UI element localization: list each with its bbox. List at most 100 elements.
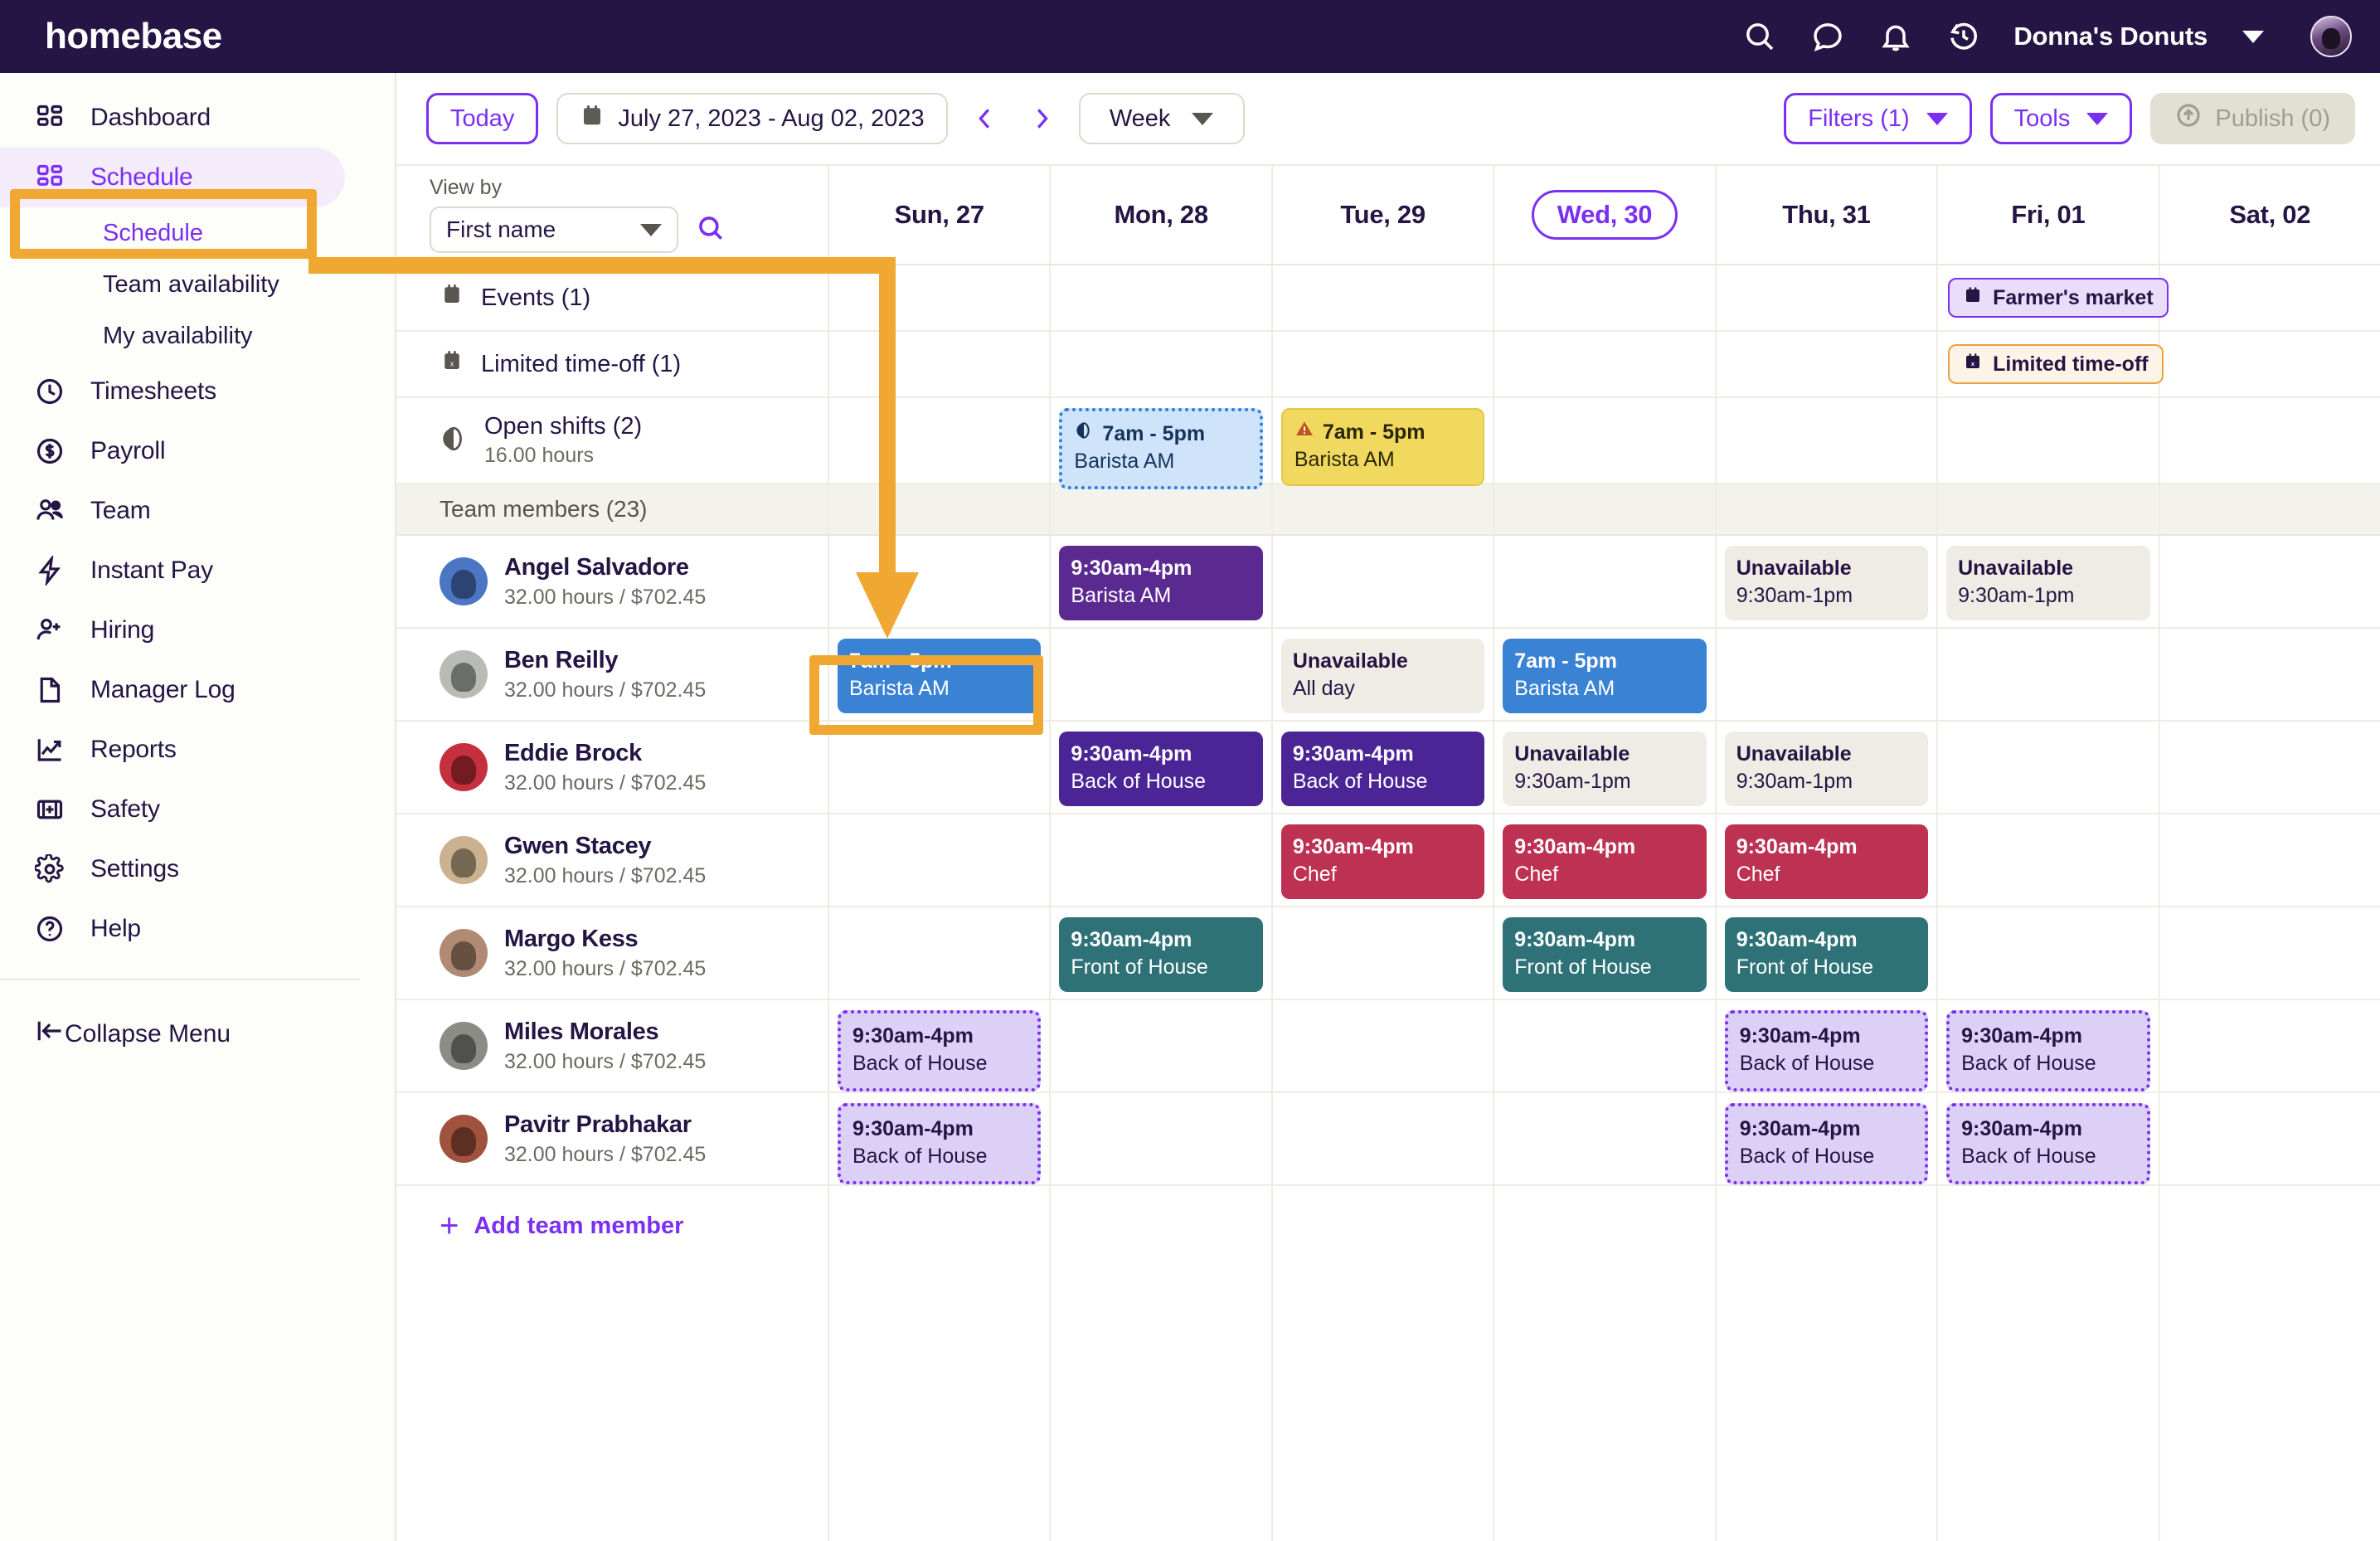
view-mode-select[interactable]: Week	[1078, 93, 1245, 144]
shift-block[interactable]: Unavailable 9:30am-1pm	[1503, 732, 1707, 806]
add-team-member-button[interactable]: + Add team member	[396, 1186, 828, 1266]
shift-cell[interactable]: 9:30am-4pm Front of House	[1717, 907, 1939, 999]
open-shift-cell[interactable]	[1938, 398, 2160, 483]
shift-cell[interactable]: 7am - 5pm Barista AM	[829, 629, 1052, 720]
shift-cell[interactable]	[2160, 1093, 2380, 1184]
shift-block[interactable]: 9:30am-4pm Back of House	[1059, 732, 1263, 806]
lto-cell[interactable]	[1494, 332, 1717, 396]
open-shift-cell[interactable]: 7am - 5pm Barista AM	[1273, 398, 1495, 486]
shift-cell[interactable]	[829, 907, 1052, 999]
search-input[interactable]	[697, 214, 725, 246]
shift-block[interactable]: 9:30am-4pm Back of House	[1724, 1010, 1929, 1091]
member-info-cell[interactable]: Angel Salvadore 32.00 hours / $702.45	[396, 536, 829, 627]
avatar[interactable]	[440, 836, 488, 884]
open-shift-cell[interactable]	[1717, 398, 1939, 483]
shift-cell[interactable]	[1938, 722, 2160, 813]
shift-cell[interactable]: 9:30am-4pm Chef	[1273, 814, 1495, 906]
shift-block[interactable]: 9:30am-4pm Back of House	[1280, 732, 1485, 806]
sidebar-item-payroll[interactable]: Payroll	[0, 421, 395, 481]
shift-cell[interactable]: 9:30am-4pm Back of House	[1938, 1093, 2160, 1184]
collapse-menu-button[interactable]: Collapse Menu	[0, 1002, 395, 1067]
shift-cell[interactable]: 9:30am-4pm Chef	[1494, 814, 1717, 906]
day-header-thu[interactable]: Thu, 31	[1717, 166, 1939, 264]
events-cell[interactable]	[1273, 265, 1495, 330]
business-name[interactable]: Donna's Donuts	[2013, 22, 2208, 51]
open-shift-block[interactable]: 7am - 5pm Barista AM	[1059, 408, 1263, 489]
sidebar-item-schedule[interactable]: Schedule	[0, 148, 345, 207]
shift-cell[interactable]: 9:30am-4pm Chef	[1717, 814, 1939, 906]
member-info-cell[interactable]: Ben Reilly 32.00 hours / $702.45	[396, 629, 829, 720]
shift-block[interactable]: 9:30am-4pm Front of House	[1503, 917, 1707, 992]
bell-icon[interactable]	[1877, 18, 1914, 55]
shift-cell[interactable]	[1938, 814, 2160, 906]
shift-cell[interactable]	[1051, 1093, 1273, 1184]
publish-button[interactable]: Publish (0)	[2150, 93, 2355, 144]
shift-block[interactable]: 9:30am-4pm Front of House	[1059, 917, 1263, 992]
day-header-wed[interactable]: Wed, 30	[1494, 166, 1717, 264]
lto-cell[interactable]	[1051, 332, 1273, 396]
shift-cell[interactable]: 9:30am-4pm Back of House	[829, 1093, 1052, 1184]
shift-cell[interactable]	[1938, 629, 2160, 720]
events-cell[interactable]	[1051, 265, 1273, 330]
sidebar-subitem-team-availability[interactable]: Team availability	[0, 259, 395, 310]
date-range-picker[interactable]: July 27, 2023 - Aug 02, 2023	[556, 93, 948, 144]
shift-cell[interactable]	[1051, 1000, 1273, 1091]
shift-block[interactable]: 9:30am-4pm Back of House	[838, 1103, 1042, 1184]
limited-time-off-badge[interactable]: x Limited time-off	[1948, 344, 2164, 384]
shift-cell[interactable]: Unavailable 9:30am-1pm	[1938, 536, 2160, 627]
shift-cell[interactable]: 9:30am-4pm Barista AM	[1051, 536, 1273, 627]
day-header-mon[interactable]: Mon, 28	[1051, 166, 1273, 264]
shift-cell[interactable]	[2160, 1000, 2380, 1091]
sidebar-subitem-schedule[interactable]: Schedule	[0, 207, 395, 259]
sidebar-item-safety[interactable]: Safety	[0, 780, 395, 839]
shift-cell[interactable]: Unavailable 9:30am-1pm	[1494, 722, 1717, 813]
shift-cell[interactable]	[829, 536, 1052, 627]
shift-cell[interactable]	[1273, 1093, 1495, 1184]
events-cell[interactable]	[1494, 265, 1717, 330]
day-header-sun[interactable]: Sun, 27	[829, 166, 1052, 264]
search-icon[interactable]	[1741, 18, 1778, 55]
shift-cell[interactable]: Unavailable 9:30am-1pm	[1717, 536, 1939, 627]
shift-block[interactable]: 9:30am-4pm Back of House	[1724, 1103, 1929, 1184]
shift-cell[interactable]	[829, 814, 1052, 906]
filters-button[interactable]: Filters (1)	[1784, 93, 1972, 144]
event-badge[interactable]: Farmer's market	[1948, 278, 2169, 318]
sidebar-item-hiring[interactable]: Hiring	[0, 600, 395, 660]
lto-cell[interactable]	[829, 332, 1052, 396]
shift-block[interactable]: Unavailable All day	[1280, 639, 1485, 713]
shift-block[interactable]: 7am - 5pm Barista AM	[1503, 639, 1707, 713]
events-cell[interactable]	[1717, 265, 1939, 330]
shift-cell[interactable]	[1494, 1000, 1717, 1091]
open-shift-cell[interactable]	[1494, 398, 1717, 483]
shift-block[interactable]: 9:30am-4pm Back of House	[1946, 1010, 2150, 1091]
lto-cell[interactable]: x Limited time-off	[1938, 332, 2164, 396]
sidebar-item-dashboard[interactable]: Dashboard	[0, 88, 395, 148]
shift-cell[interactable]	[1494, 1093, 1717, 1184]
sidebar-item-settings[interactable]: Settings	[0, 839, 395, 899]
sidebar-item-team[interactable]: Team	[0, 481, 395, 541]
shift-block[interactable]: Unavailable 9:30am-1pm	[1724, 546, 1929, 620]
shift-cell[interactable]	[1273, 536, 1495, 627]
time-clock-icon[interactable]	[1945, 18, 1982, 55]
member-info-cell[interactable]: Pavitr Prabhakar 32.00 hours / $702.45	[396, 1093, 829, 1184]
shift-cell[interactable]	[1273, 907, 1495, 999]
events-cell[interactable]	[2160, 265, 2380, 330]
open-shifts-row-label[interactable]: Open shifts (2) 16.00 hours	[396, 398, 829, 483]
avatar[interactable]	[440, 1022, 488, 1070]
shift-cell[interactable]: 9:30am-4pm Back of House	[829, 1000, 1052, 1091]
shift-cell[interactable]: 9:30am-4pm Back of House	[1938, 1000, 2160, 1091]
shift-cell[interactable]	[1938, 907, 2160, 999]
shift-block[interactable]: 9:30am-4pm Chef	[1280, 824, 1485, 899]
events-cell[interactable]	[829, 265, 1052, 330]
shift-cell[interactable]	[2160, 629, 2380, 720]
shift-block[interactable]: 9:30am-4pm Back of House	[838, 1010, 1042, 1091]
avatar[interactable]	[440, 929, 488, 977]
shift-cell[interactable]	[2160, 814, 2380, 906]
shift-block[interactable]: 9:30am-4pm Chef	[1503, 824, 1707, 899]
day-header-fri[interactable]: Fri, 01	[1938, 166, 2160, 264]
shift-cell[interactable]	[1273, 1000, 1495, 1091]
today-button[interactable]: Today	[426, 93, 539, 144]
shift-cell[interactable]	[1051, 814, 1273, 906]
shift-cell[interactable]: 9:30am-4pm Back of House	[1717, 1000, 1939, 1091]
avatar[interactable]	[440, 1115, 488, 1163]
